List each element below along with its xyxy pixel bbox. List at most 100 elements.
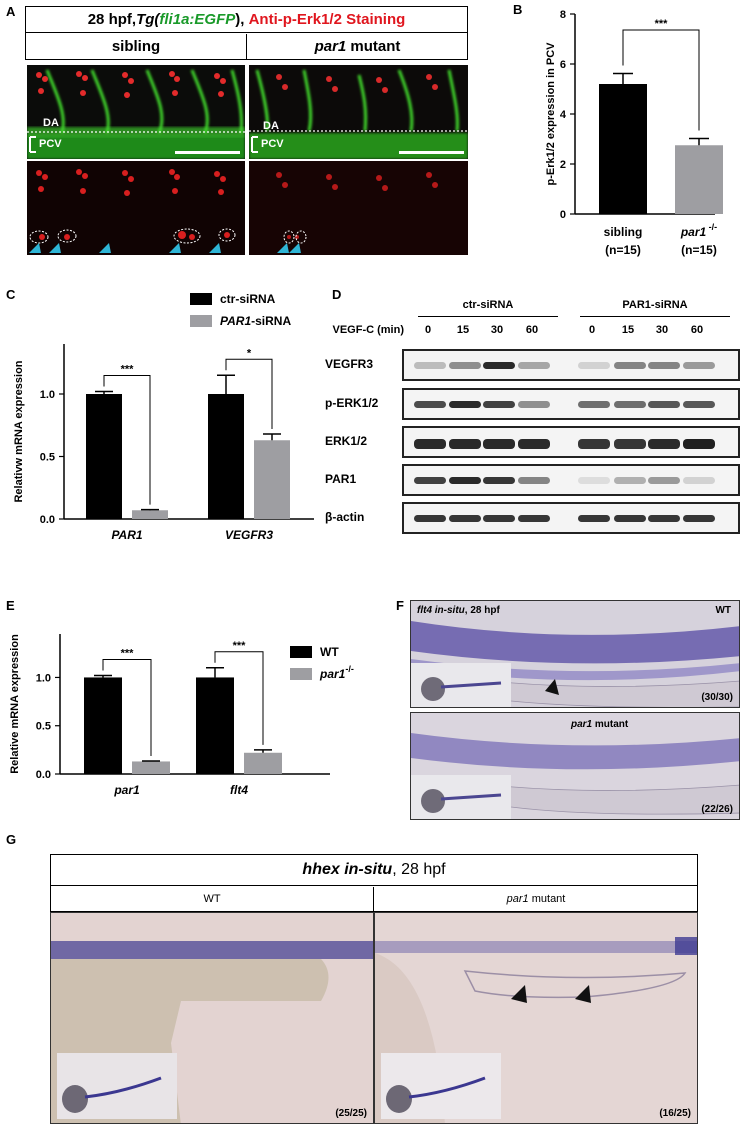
- panel-a-mutant-merge-image: DA PCV: [249, 65, 468, 159]
- b-y-tick-label: 2: [560, 159, 566, 171]
- wb-row-label: β-actin: [325, 510, 365, 524]
- wb-band: [648, 515, 680, 522]
- panel-a-title-stage: 28 hpf,: [87, 11, 137, 28]
- significance-bracket: [214, 651, 264, 745]
- b-category-label: sibling: [604, 225, 643, 239]
- b-significance: ***: [655, 18, 669, 30]
- hhex-mutant-drawing: [375, 913, 697, 1123]
- legend-gene: par1: [319, 667, 346, 681]
- bar: [132, 761, 170, 774]
- panel-a-mutant-gene: par1: [314, 38, 347, 55]
- bar: [254, 440, 290, 519]
- wb-blot-strip: [402, 426, 740, 458]
- wb-blot-strip: [402, 502, 740, 534]
- mutant-da-label: DA: [263, 120, 279, 132]
- panel-b-label: B: [513, 2, 523, 17]
- wb-band: [449, 515, 481, 522]
- panel-e-chart: 0.0 0.5 1.0 Relative mRNA expression *** par1…: [9, 634, 354, 797]
- wb-time-point: 60: [525, 324, 539, 336]
- panel-a-title-stain: Anti-p-Erk1/2 Staining: [248, 11, 406, 28]
- wb-band: [518, 362, 550, 369]
- b-y-tick-label: 6: [560, 59, 566, 71]
- wb-band: [518, 401, 550, 408]
- mutant-pcv-label: PCV: [261, 138, 284, 150]
- wb-time-point: 30: [655, 324, 669, 336]
- panel-f-top-count: (30/30): [701, 692, 733, 703]
- b-category-n: (n=15): [605, 243, 641, 257]
- bar: [196, 677, 234, 774]
- panel-b-chart: 0 2 4 6 8 p-Erk1/2 expression in PCV *** siblin…: [545, 9, 723, 257]
- wb-band: [614, 515, 646, 522]
- wb-band: [518, 477, 550, 484]
- wb-band: [578, 362, 610, 369]
- wb-band: [683, 401, 715, 408]
- category-label: flt4: [230, 783, 248, 797]
- mutant-perk-drawing: [276, 172, 438, 253]
- wb-band: [483, 515, 515, 522]
- legend-gene: PAR1: [220, 314, 251, 328]
- legend-swatch: [290, 668, 312, 680]
- significance: ***: [121, 648, 135, 660]
- panel-g-mutant-image: (16/25): [374, 912, 698, 1124]
- legend-swatch: [190, 293, 212, 305]
- panel-g-mutant-gene: par1: [506, 893, 529, 905]
- wb-time-point: 15: [456, 324, 470, 336]
- bar: [84, 677, 122, 774]
- category-label: PAR1: [111, 528, 142, 542]
- wb-blot-strip: [402, 388, 740, 420]
- sibling-merge-drawing: [27, 69, 245, 159]
- panel-f-top-genotype: WT: [715, 605, 731, 616]
- wb-group-ctr: ctr-siRNA: [462, 299, 514, 311]
- panel-f-mutant-image: par1 mutant (22/26): [410, 712, 740, 820]
- y-tick-label: 0.0: [36, 769, 51, 781]
- panel-c-chart: 0.0 0.5 1.0 Relativw mRNA expression *** PAR1…: [13, 292, 314, 542]
- panel-a-mutant-perk-image: [249, 161, 468, 255]
- b-par1-gene: par1: [680, 225, 707, 239]
- panel-f-wt-image: flt4 in-situ, 28 hpf WT (30/30): [410, 600, 740, 708]
- wb-band: [518, 515, 550, 522]
- wb-group-par1: PAR1-siRNA: [622, 299, 688, 311]
- wb-time-point: 0: [588, 324, 596, 336]
- sibling-perk-drawing: [29, 169, 236, 253]
- bar: [244, 752, 282, 774]
- wb-band: [414, 401, 446, 408]
- significance: ***: [121, 364, 135, 376]
- wb-band: [483, 401, 515, 408]
- wb-time-point: 15: [621, 324, 635, 336]
- wb-band: [414, 515, 446, 522]
- y-tick-label: 1.0: [40, 389, 55, 401]
- panel-f-bottom-count: (22/26): [701, 804, 733, 815]
- panel-a-col-sibling: sibling: [26, 34, 247, 59]
- wb-band: [414, 439, 446, 449]
- flt4-mutant-drawing: [411, 713, 739, 819]
- wb-blot-strip: [402, 349, 740, 381]
- sibling-da-label: DA: [43, 117, 59, 129]
- y-axis-label: Relative mRNA expression: [9, 634, 21, 774]
- bar: [208, 394, 244, 519]
- legend-label: WT: [320, 645, 339, 659]
- par1-word: mutant: [592, 719, 629, 730]
- wb-time-label: VEGF-C (min): [332, 324, 405, 336]
- panel-g-wt-image: (25/25): [50, 912, 374, 1124]
- panel-a-col-mutant: par1 mutant: [248, 34, 467, 59]
- wb-band: [683, 477, 715, 484]
- wb-band: [648, 439, 680, 449]
- legend-suffix: -siRNA: [251, 314, 291, 328]
- wb-band: [578, 515, 610, 522]
- wb-time-point: 60: [690, 324, 704, 336]
- legend-swatch: [290, 646, 312, 658]
- wb-blot-strip: [402, 464, 740, 496]
- wb-band: [414, 477, 446, 484]
- bar: [86, 394, 122, 519]
- panel-g-mutant-word: mutant: [528, 893, 566, 905]
- panel-a-title-tg: Tg(: [136, 11, 160, 28]
- wb-group-par1-line: [580, 316, 730, 317]
- flt4-stage: , 28 hpf: [464, 605, 500, 616]
- legend-label: PAR1-siRNA: [220, 314, 291, 328]
- wb-band: [614, 439, 646, 449]
- wb-time-point: 30: [490, 324, 504, 336]
- sibling-pcv-label: PCV: [39, 138, 62, 150]
- y-axis-label: Relativw mRNA expression: [13, 360, 25, 502]
- b-bar: [675, 145, 723, 214]
- panel-a-mutant-word: mutant: [346, 38, 401, 55]
